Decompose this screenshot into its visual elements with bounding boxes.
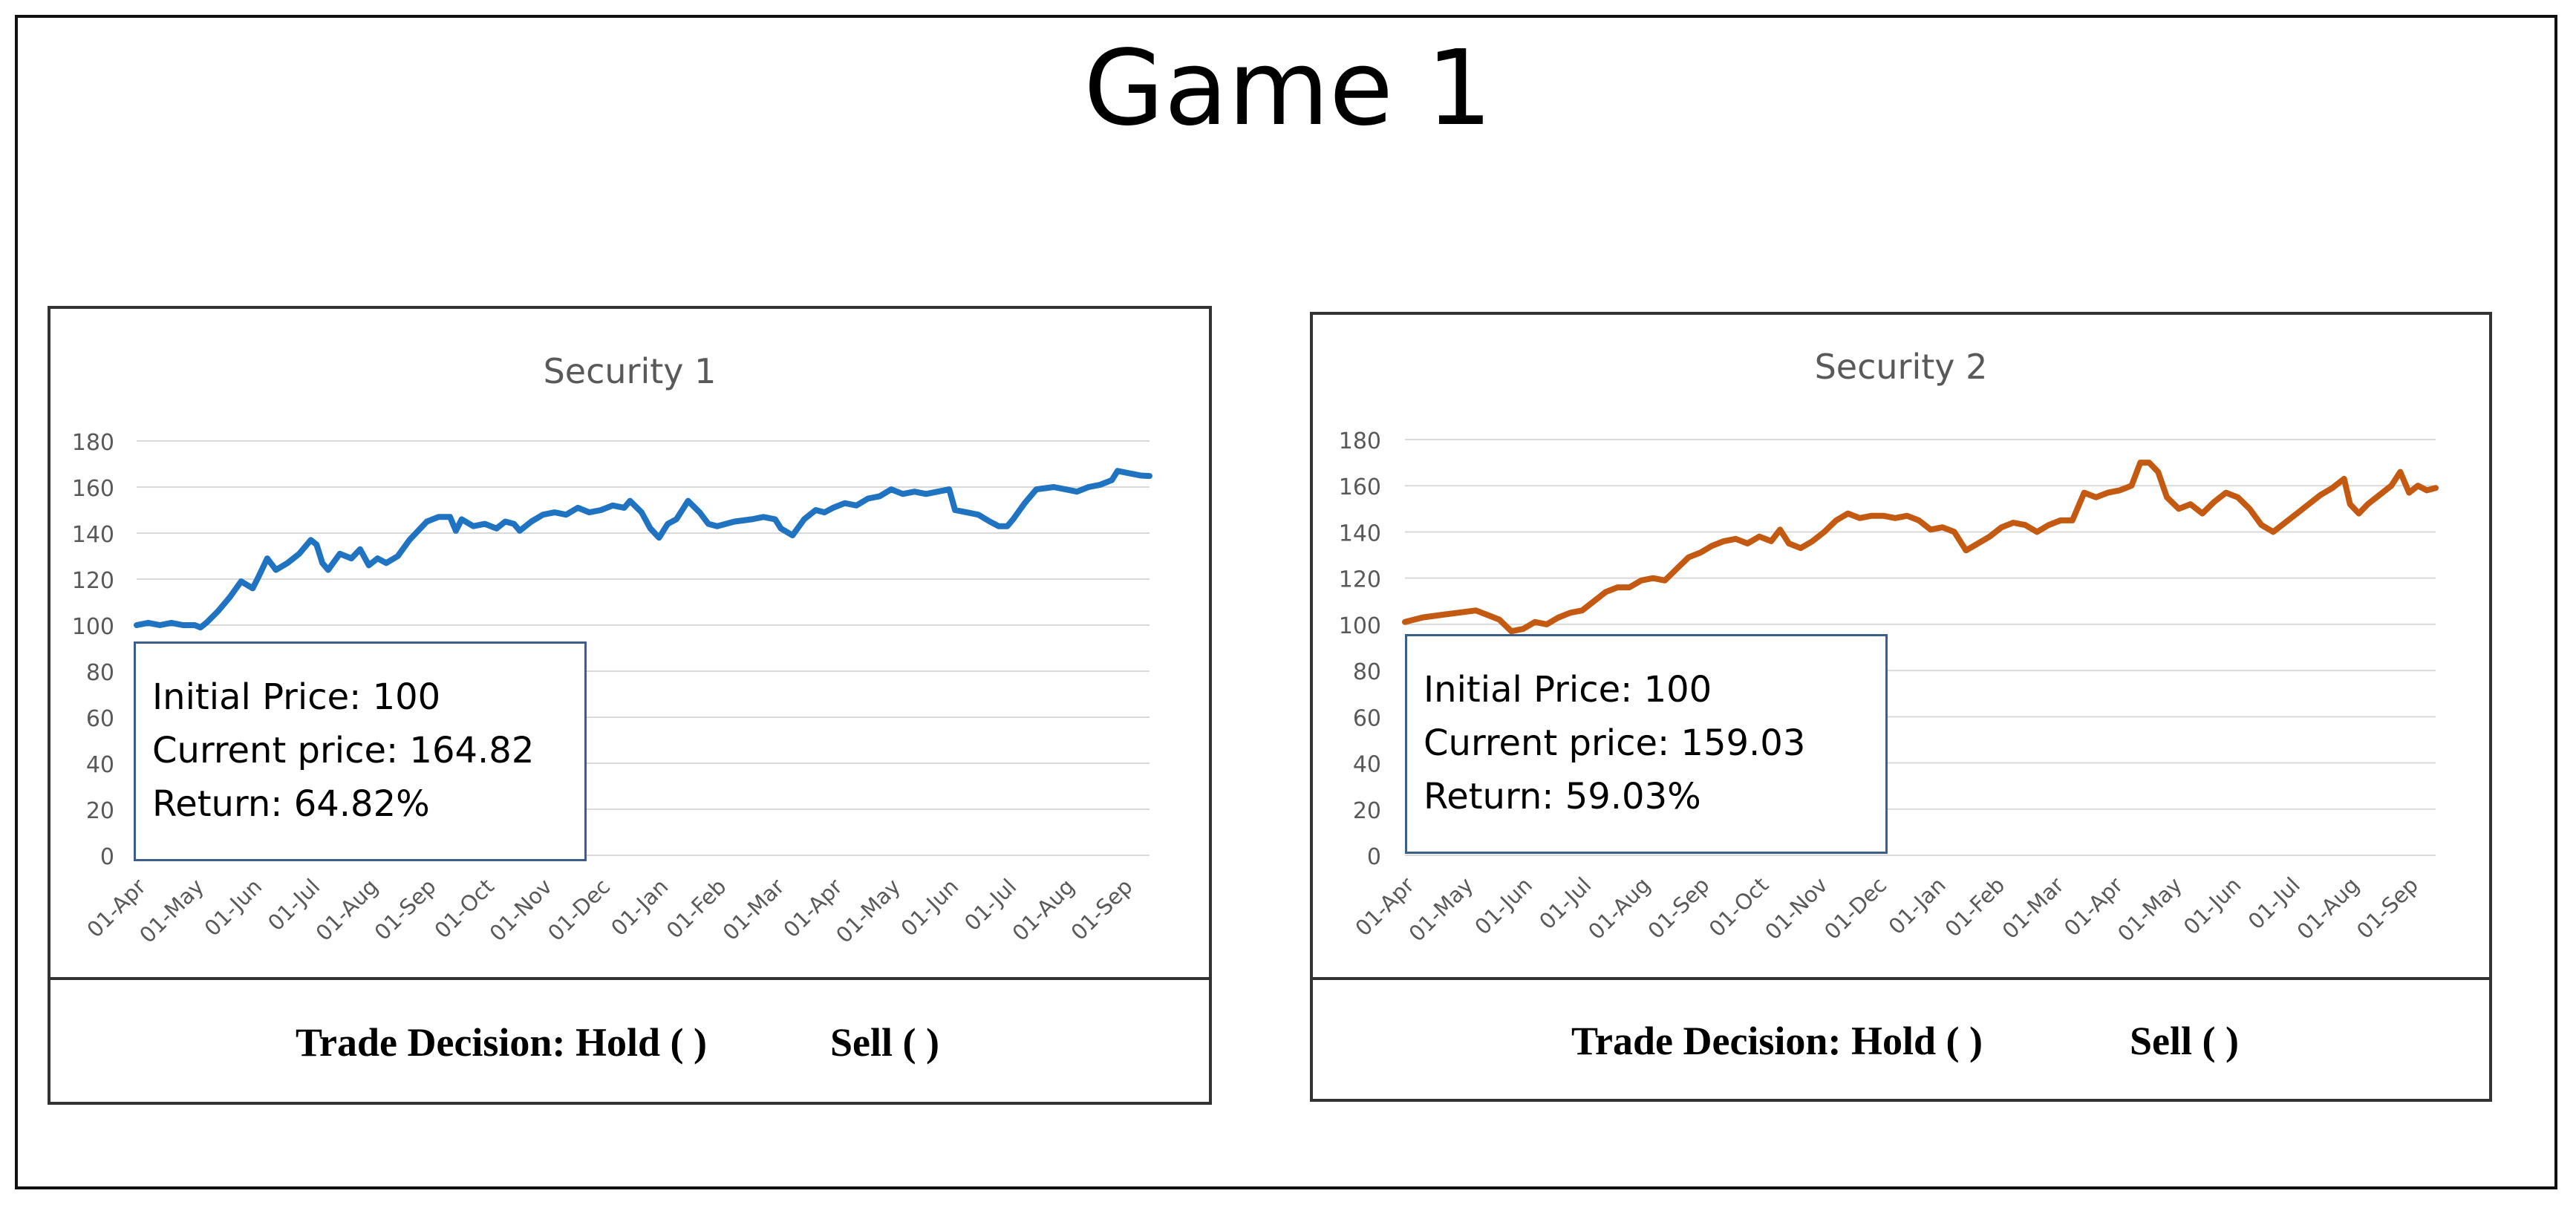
security-2-x-tick-label: 01-Feb bbox=[1940, 872, 2010, 942]
security-1-y-tick-label: 60 bbox=[86, 706, 114, 732]
security-1-y-tick-label: 120 bbox=[72, 568, 114, 594]
security-2-x-tick-label: 01-Sep bbox=[2352, 872, 2423, 944]
security-2-current-price: Current price: 159.03 bbox=[1424, 722, 1806, 764]
security-1-x-tick-label: 01-May bbox=[831, 874, 905, 948]
security-1-y-tick-label: 40 bbox=[86, 752, 114, 778]
security-2-y-tick-label: 0 bbox=[1367, 844, 1381, 870]
security-1-x-tick-label: 01-Aug bbox=[310, 874, 382, 946]
security-1-x-tick-label: 01-Feb bbox=[662, 874, 731, 944]
security-1-y-tick-label: 140 bbox=[72, 522, 114, 548]
security-1-x-tick-label: 01-Sep bbox=[370, 874, 441, 945]
security-2-x-tick-label: 01-May bbox=[1404, 872, 1478, 947]
outer-frame bbox=[15, 15, 2557, 1189]
security-2-trade-decision-row: Trade Decision: Hold ( ) Sell ( ) bbox=[1310, 977, 2492, 1102]
security-1-y-tick-label: 0 bbox=[100, 844, 114, 870]
security-1-y-tick-label: 80 bbox=[86, 660, 114, 686]
security-2-chart-title: Security 2 bbox=[1815, 347, 1988, 387]
security-1-x-tick-label: 01-Jun bbox=[896, 874, 964, 941]
security-1-info-box: Initial Price: 100 Current price: 164.82… bbox=[134, 641, 587, 861]
security-2-x-tick-label: 01-Jun bbox=[2179, 872, 2246, 940]
security-1-hold-option[interactable]: Trade Decision: Hold ( ) bbox=[296, 1020, 707, 1065]
security-1-y-tick-label: 180 bbox=[72, 430, 114, 456]
security-2-info-box: Initial Price: 100 Current price: 159.03… bbox=[1405, 634, 1888, 854]
security-2-initial-price: Initial Price: 100 bbox=[1424, 669, 1712, 711]
security-1-y-tick-label: 160 bbox=[72, 476, 114, 502]
security-1-x-tick-label: 01-Aug bbox=[1007, 874, 1079, 946]
security-2-x-tick-label: 01-Jun bbox=[1470, 872, 1537, 940]
game-title: Game 1 bbox=[1083, 28, 1493, 149]
security-2-x-tick-label: 01-May bbox=[2113, 872, 2187, 947]
security-2-sell-option[interactable]: Sell ( ) bbox=[2130, 1019, 2239, 1063]
security-1-y-tick-label: 100 bbox=[72, 614, 114, 640]
security-2-x-tick-label: 01-Dec bbox=[1819, 872, 1891, 944]
security-1-x-tick-label: 01-Jun bbox=[200, 874, 267, 941]
security-2-y-tick-label: 100 bbox=[1339, 613, 1381, 639]
security-1-x-tick-label: 01-Dec bbox=[543, 874, 615, 946]
security-2-x-tick-label: 01-Nov bbox=[1760, 872, 1833, 945]
security-1-current-price: Current price: 164.82 bbox=[152, 730, 535, 771]
security-1-initial-price: Initial Price: 100 bbox=[152, 676, 441, 718]
security-2-x-tick-label: 01-Oct bbox=[1704, 872, 1774, 942]
security-2-y-tick-label: 60 bbox=[1353, 705, 1381, 731]
security-2-y-tick-label: 80 bbox=[1353, 659, 1381, 685]
security-2-y-tick-label: 160 bbox=[1339, 474, 1381, 500]
security-2-x-tick-label: 01-Sep bbox=[1643, 872, 1714, 944]
security-2-y-tick-label: 140 bbox=[1339, 520, 1381, 546]
security-2-price-line bbox=[1402, 460, 2439, 635]
security-1-chart-panel: Security 1 0 20 40 60 80 100 120 140 160 180 01-Apr… bbox=[48, 306, 1212, 980]
security-1-price-line bbox=[134, 468, 1152, 631]
security-2-chart-panel: Security 2 0 20 40 60 80 100 120 140 160 180 01-Apr… bbox=[1310, 312, 2492, 980]
security-1-x-tick-label: 01-Nov bbox=[485, 874, 558, 947]
security-2-y-tick-label: 40 bbox=[1353, 752, 1381, 778]
security-1-y-tick-label: 20 bbox=[86, 798, 114, 824]
security-1-x-tick-label: 01-Mar bbox=[718, 874, 789, 945]
security-1-return: Return: 64.82% bbox=[152, 783, 430, 825]
security-2-x-tick-label: 01-Aug bbox=[2292, 872, 2364, 944]
security-2-hold-option[interactable]: Trade Decision: Hold ( ) bbox=[1571, 1019, 1983, 1063]
security-2-y-tick-label: 180 bbox=[1339, 428, 1381, 454]
security-2-x-tick-label: 01-Jan bbox=[1884, 872, 1951, 939]
security-1-trade-decision-row: Trade Decision: Hold ( ) Sell ( ) bbox=[48, 977, 1212, 1105]
security-1-x-tick-label: 01-Jan bbox=[606, 874, 673, 941]
security-2-y-tick-label: 20 bbox=[1353, 798, 1381, 824]
security-2-x-tick-label: 01-Aug bbox=[1583, 872, 1655, 944]
security-2-chart: Security 202040608010012014016018001-Apr… bbox=[1339, 347, 2439, 947]
security-2-return: Return: 59.03% bbox=[1424, 776, 1701, 817]
security-2-y-tick-label: 120 bbox=[1339, 567, 1381, 593]
security-1-chart-title: Security 1 bbox=[544, 351, 717, 391]
security-1-x-tick-label: 01-May bbox=[134, 874, 209, 948]
security-2-x-tick-label: 01-Mar bbox=[1998, 872, 2069, 944]
security-1-sell-option[interactable]: Sell ( ) bbox=[830, 1020, 939, 1065]
security-1-x-tick-label: 01-Sep bbox=[1066, 874, 1138, 945]
